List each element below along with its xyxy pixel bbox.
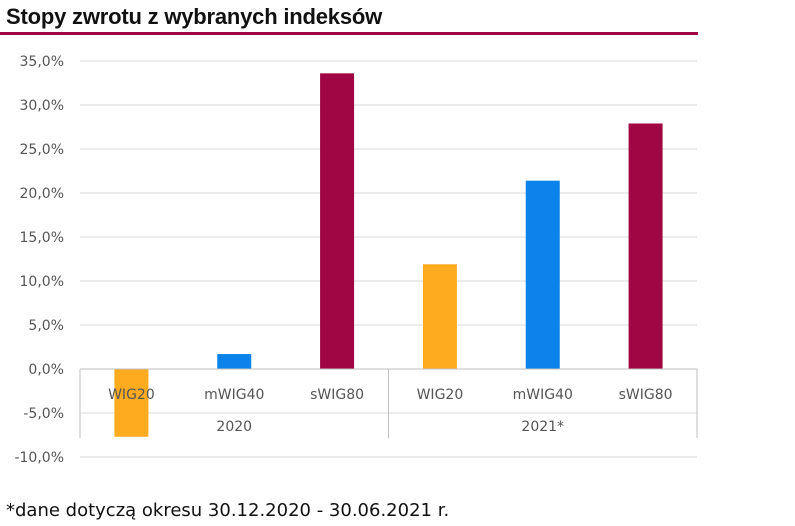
category-label: WIG20 [417,387,464,403]
group-label: 2020 [216,419,252,435]
category-labels: WIG20 mWIG40 sWIG80 WIG20 mWIG40 sWIG80 [108,387,672,403]
bar-wig20-2020 [114,369,149,437]
title-divider [0,32,698,35]
bar-swig80-2021 [628,123,663,369]
category-label: sWIG80 [619,387,673,403]
y-axis-ticks: 35,0% 30,0% 25,0% 20,0% 15,0% 10,0% 5,0% 0,0% -5… [14,54,64,466]
y-tick-label: 25,0% [20,142,64,158]
bar-swig80-2020 [320,73,355,369]
category-label: sWIG80 [310,387,364,403]
category-label: WIG20 [108,387,155,403]
bar-mwig40-2021 [525,180,560,369]
group-labels: 2020 2021* [216,419,564,435]
y-tick-label: 10,0% [20,274,64,290]
bar-wig20-2021 [422,264,457,369]
y-tick-label: 35,0% [20,54,64,70]
bars [114,73,663,437]
y-tick-label: 0,0% [28,362,64,378]
category-axis [79,368,698,438]
category-label: mWIG40 [513,387,573,403]
y-tick-label: -10,0% [14,450,64,466]
y-tick-label: 20,0% [20,186,64,202]
category-label: mWIG40 [204,387,264,403]
chart-title: Stopy zwrotu z wybranych indeksów [6,4,383,29]
bar-mwig40-2020 [217,354,252,369]
y-tick-label: -5,0% [23,406,64,422]
group-label: 2021* [521,419,564,435]
footnote: *dane dotyczą okresu 30.12.2020 - 30.06.… [6,500,450,521]
y-tick-label: 5,0% [28,318,64,334]
y-tick-label: 30,0% [20,98,64,114]
y-tick-label: 15,0% [20,230,64,246]
